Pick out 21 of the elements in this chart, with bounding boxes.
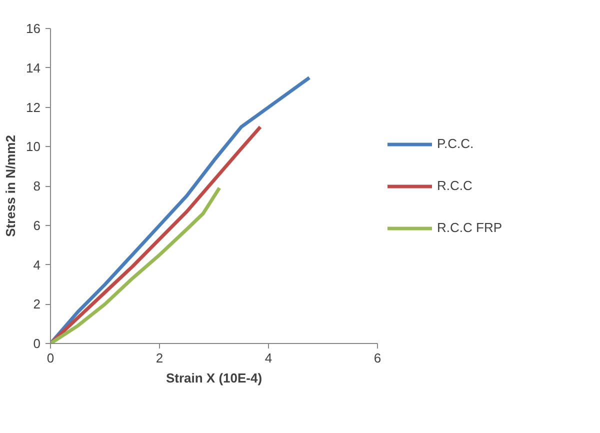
y-tick-label: 8 bbox=[33, 178, 41, 194]
line-series bbox=[50, 125, 262, 344]
legend-label: R.C.C bbox=[437, 178, 472, 193]
x-tick-label: 2 bbox=[156, 350, 164, 366]
y-tick-label: 14 bbox=[26, 60, 41, 76]
y-tick-label: 10 bbox=[26, 139, 41, 154]
x-tick-label: 0 bbox=[46, 350, 54, 366]
x-tick-label: 6 bbox=[374, 350, 382, 366]
line-series bbox=[50, 76, 312, 344]
legend-label: R.C.C FRP bbox=[437, 220, 502, 235]
y-tick-label: 6 bbox=[33, 218, 41, 233]
y-tick-label: 0 bbox=[33, 336, 41, 351]
legend-label: P.C.C. bbox=[437, 136, 474, 151]
y-tick-label: 16 bbox=[26, 21, 41, 36]
y-tick-label: 2 bbox=[33, 296, 41, 312]
y-tick-label: 4 bbox=[33, 257, 41, 272]
x-tick-label: 4 bbox=[264, 350, 272, 366]
line-series bbox=[50, 186, 222, 344]
x-axis-title: Strain X (10E-4) bbox=[166, 370, 262, 386]
y-tick-label: 12 bbox=[26, 100, 41, 115]
y-axis-title: Stress in N/mm2 bbox=[3, 135, 18, 237]
